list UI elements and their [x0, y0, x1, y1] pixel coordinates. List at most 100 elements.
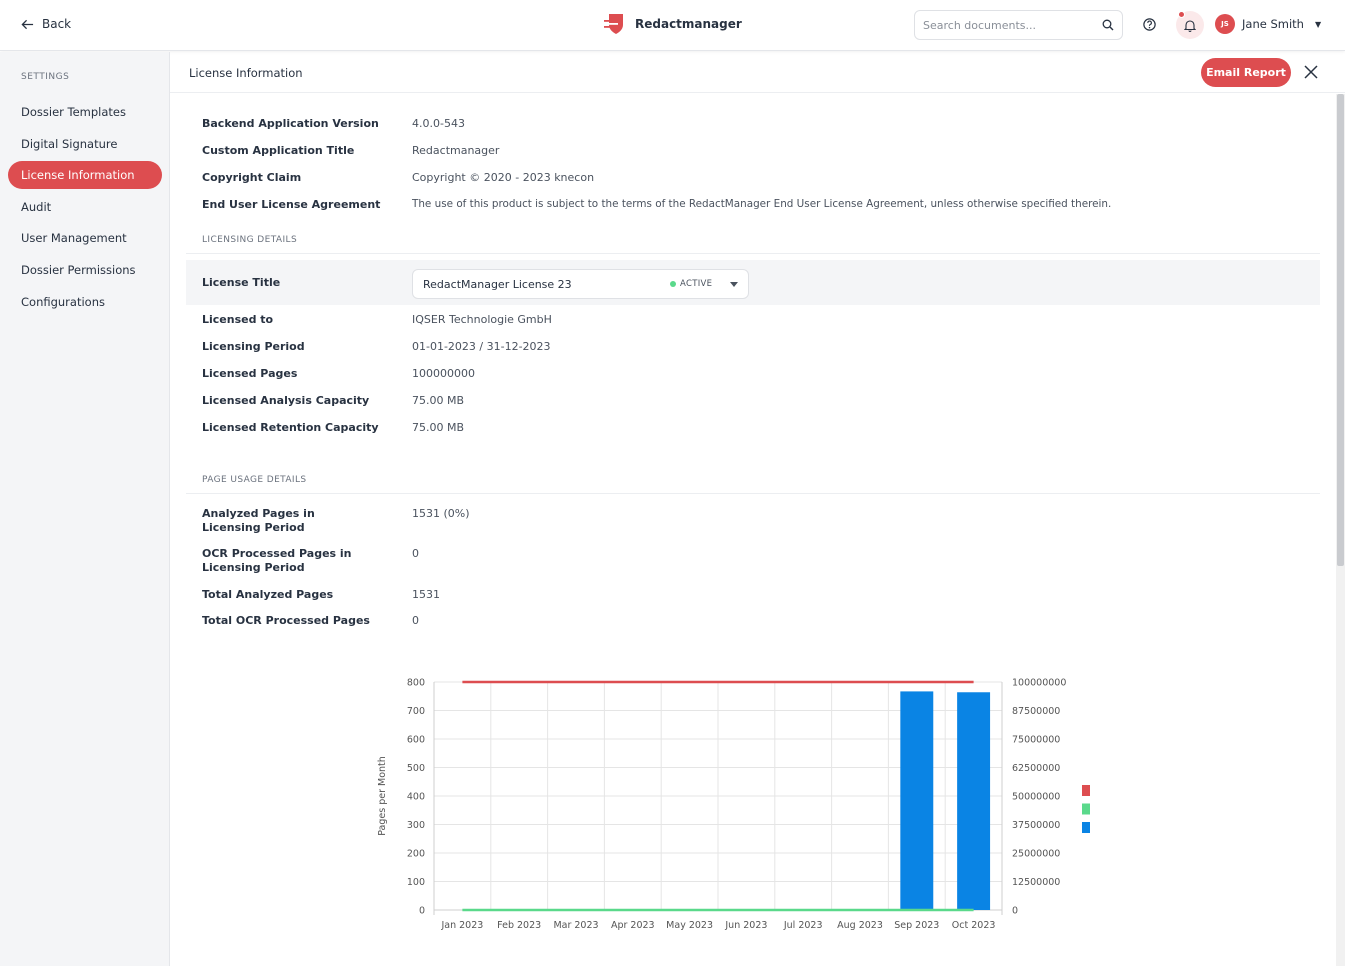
y2-tick-label: 50000000	[1012, 792, 1060, 803]
main-content: License Information Email Report Backend…	[170, 52, 1345, 966]
page-usage-chart: 0 0 100 12500000 200 25000000 300 37500000 400 50…	[377, 678, 1090, 931]
scrollbar-thumb[interactable]	[1337, 94, 1344, 566]
page-usage-heading: PAGE USAGE DETAILS	[202, 475, 307, 485]
search-icon[interactable]	[1102, 19, 1114, 31]
usage-label: Total Analyzed Pages	[202, 588, 334, 601]
y-tick-label: 100	[407, 877, 425, 888]
y2-tick-label: 100000000	[1012, 678, 1066, 689]
search-input[interactable]	[923, 18, 1102, 32]
sidebar-item-dossier-templates[interactable]: Dossier Templates	[21, 105, 126, 119]
x-tick-label: Aug 2023	[837, 920, 883, 931]
sidebar-item-audit[interactable]: Audit	[21, 200, 52, 214]
y-tick-label: 700	[407, 706, 425, 717]
notifications-button[interactable]	[1176, 11, 1204, 39]
email-report-button[interactable]: Email Report	[1201, 58, 1291, 87]
x-tick-label: Apr 2023	[611, 920, 655, 931]
status-text: ACTIVE	[680, 279, 713, 289]
usage-value: 1531 (0%)	[412, 507, 470, 520]
usage-value: 0	[412, 547, 419, 560]
licensing-details-heading: LICENSING DETAILS	[202, 235, 298, 245]
status-badge: ACTIVE	[670, 279, 712, 289]
info-label: Copyright Claim	[202, 171, 302, 184]
notification-badge	[1178, 11, 1185, 18]
y2-tick-label: 87500000	[1012, 706, 1060, 717]
top-bar: Back Redactmanager JS Jane Smith ▼	[0, 0, 1345, 51]
x-tick-label: Mar 2023	[553, 920, 598, 931]
usage-label: OCR Processed Pages in Licensing Period	[202, 547, 352, 574]
legend-swatch	[1082, 803, 1090, 815]
close-icon[interactable]	[1303, 64, 1319, 80]
x-tick-label: Oct 2023	[952, 920, 996, 931]
x-tick-label: Sep 2023	[894, 920, 939, 931]
y-tick-label: 800	[407, 678, 425, 689]
caret-down-icon: ▼	[1314, 19, 1322, 29]
divider	[186, 493, 1320, 494]
sidebar-item-license-information[interactable]: License Information	[8, 161, 162, 189]
info-value: Copyright © 2020 - 2023 knecon	[412, 171, 595, 184]
usage-value: 0	[412, 614, 419, 627]
licensing-value: 75.00 MB	[412, 421, 465, 434]
usage-label: Total OCR Processed Pages	[202, 614, 370, 627]
user-menu[interactable]: JS Jane Smith ▼	[1215, 14, 1321, 34]
licensing-label: Licensed to	[202, 313, 274, 326]
user-name: Jane Smith	[1242, 17, 1304, 31]
sidebar-item-user-management[interactable]: User Management	[21, 231, 127, 245]
y-tick-label: 400	[407, 792, 425, 803]
scrollbar[interactable]	[1336, 94, 1345, 966]
y-tick-label: 0	[419, 906, 425, 917]
info-value: 4.0.0-543	[412, 117, 465, 130]
y2-tick-label: 25000000	[1012, 849, 1060, 860]
info-label: Backend Application Version	[202, 117, 379, 130]
licensing-label: Licensed Pages	[202, 367, 298, 380]
usage-label: Analyzed Pages in Licensing Period	[202, 507, 315, 534]
x-tick-label: Jan 2023	[440, 920, 483, 931]
licensing-value: 75.00 MB	[412, 394, 465, 407]
back-label: Back	[42, 17, 72, 31]
help-icon[interactable]	[1142, 17, 1157, 32]
y2-tick-label: 12500000	[1012, 877, 1060, 888]
arrow-left-icon	[21, 19, 34, 29]
y2-tick-label: 37500000	[1012, 820, 1060, 831]
sidebar-heading: SETTINGS	[21, 72, 70, 82]
info-value: The use of this product is subject to th…	[412, 198, 1112, 210]
x-tick-label: Feb 2023	[497, 920, 541, 931]
brand-name: Redactmanager	[635, 17, 742, 31]
y-tick-label: 200	[407, 849, 425, 860]
y-tick-label: 600	[407, 735, 425, 746]
status-dot-icon	[670, 281, 676, 287]
avatar: JS	[1215, 14, 1235, 34]
license-title-row: License Title RedactManager License 23 A…	[186, 260, 1320, 305]
redactmanager-logo-icon	[604, 14, 623, 34]
sidebar-item-digital-signature[interactable]: Digital Signature	[21, 137, 118, 151]
page-title: License Information	[189, 66, 303, 80]
info-label: End User License Agreement	[202, 198, 381, 211]
y-tick-label: 500	[407, 763, 425, 774]
bar-pages-per-month	[957, 692, 991, 910]
divider	[186, 253, 1320, 254]
licensing-label: Licensed Retention Capacity	[202, 421, 379, 434]
info-value: Redactmanager	[412, 144, 500, 157]
x-tick-label: Jul 2023	[783, 920, 823, 931]
licensing-value: 100000000	[412, 367, 475, 380]
back-button[interactable]: Back	[21, 17, 71, 31]
x-tick-label: Jun 2023	[724, 920, 767, 931]
licensing-value: IQSER Technologie GmbH	[412, 313, 552, 326]
usage-value: 1531	[412, 588, 440, 601]
licensing-label: Licensing Period	[202, 340, 305, 353]
search-box[interactable]	[914, 10, 1123, 40]
licensing-value: 01-01-2023 / 31-12-2023	[412, 340, 551, 353]
settings-sidebar: SETTINGS Dossier Templates Digital Signa…	[0, 52, 170, 966]
sidebar-item-dossier-permissions[interactable]: Dossier Permissions	[21, 263, 136, 277]
license-select[interactable]: RedactManager License 23 ACTIVE	[412, 269, 749, 299]
y2-tick-label: 75000000	[1012, 735, 1060, 746]
chevron-down-icon	[730, 282, 738, 287]
y2-tick-label: 0	[1012, 906, 1018, 917]
y-axis-title: Pages per Month	[377, 756, 388, 836]
legend-swatch	[1082, 785, 1090, 796]
bell-icon	[1184, 19, 1196, 32]
sidebar-item-configurations[interactable]: Configurations	[21, 295, 105, 309]
y-tick-label: 300	[407, 820, 425, 831]
y2-tick-label: 62500000	[1012, 763, 1060, 774]
main-header: License Information Email Report	[170, 52, 1345, 93]
bar-pages-per-month	[900, 691, 934, 910]
